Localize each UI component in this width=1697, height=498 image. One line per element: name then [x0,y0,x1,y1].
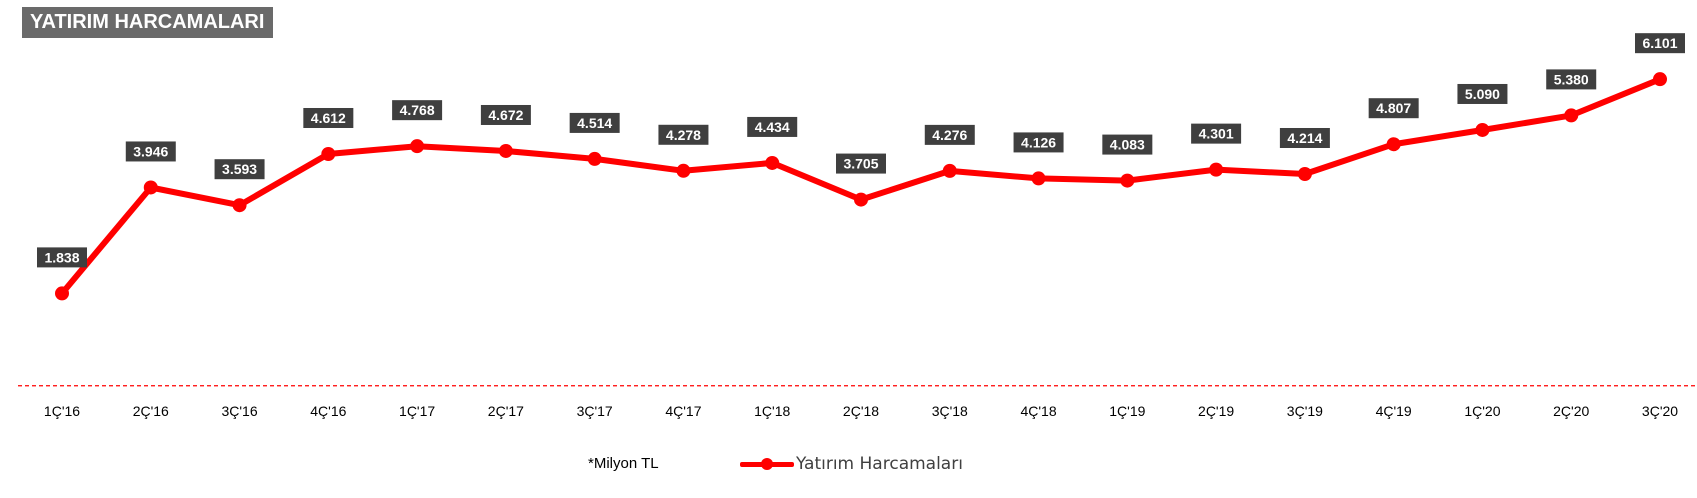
data-point-8 [765,155,780,170]
data-label-10: 4.276 [924,124,975,145]
data-label-8: 4.434 [747,116,798,137]
svg-text:4.301: 4.301 [1199,126,1234,142]
svg-text:4.807: 4.807 [1376,100,1411,116]
svg-text:4.612: 4.612 [311,110,346,126]
x-tick-label-15: 4Ç'19 [1376,403,1412,419]
legend: Yatırım Harcamaları [740,452,963,476]
x-tick-label-12: 1Ç'19 [1109,403,1145,419]
svg-text:4.083: 4.083 [1110,137,1145,153]
x-tick-label-6: 3Ç'17 [577,403,613,419]
data-label-3: 4.612 [303,107,354,128]
svg-text:3.705: 3.705 [843,156,878,172]
data-label-9: 3.705 [836,153,886,174]
data-point-11 [1031,171,1046,186]
data-label-7: 4.278 [658,124,709,145]
svg-text:4.672: 4.672 [488,107,523,123]
svg-text:4.214: 4.214 [1287,130,1322,146]
data-point-0 [55,286,69,301]
svg-text:1.838: 1.838 [44,249,79,265]
svg-text:3.946: 3.946 [133,143,168,159]
data-label-18: 6.101 [1635,33,1685,54]
x-axis-tick-labels: 1Ç'16 2Ç'16 3Ç'16 4Ç'16 1Ç'17 2Ç'17 3Ç'17 4Ç'17… [44,403,1678,419]
x-tick-label-7: 4Ç'17 [665,403,701,419]
data-point-14 [1297,166,1312,181]
data-point-4 [410,139,425,154]
data-point-16 [1475,122,1490,137]
data-label-11: 4.126 [1013,132,1064,153]
x-tick-label-18: 3Ç'20 [1642,403,1678,419]
data-label-4: 4.768 [392,100,443,121]
data-point-5 [498,143,513,158]
chart-title: YATIRIM HARCAMALARI [22,7,274,38]
x-tick-label-13: 2Ç'19 [1198,403,1234,419]
x-tick-label-14: 3Ç'19 [1287,403,1323,419]
svg-text:6.101: 6.101 [1642,35,1677,51]
x-tick-label-11: 4Ç'18 [1020,403,1056,419]
legend-swatch-line-icon [740,452,794,476]
x-tick-label-5: 2Ç'17 [488,403,524,419]
data-label-17: 5.380 [1546,69,1597,90]
data-point-7 [676,163,691,178]
svg-text:4.276: 4.276 [932,127,967,143]
x-tick-label-4: 1Ç'17 [399,403,435,419]
data-point-1 [143,180,158,195]
svg-text:5.090: 5.090 [1465,86,1500,102]
x-tick-label-10: 3Ç'18 [932,403,968,419]
data-label-14: 4.214 [1279,127,1330,148]
svg-text:3.593: 3.593 [222,161,257,177]
data-point-12 [1120,173,1135,188]
data-point-15 [1386,137,1401,152]
data-label-16: 5.090 [1457,83,1508,104]
x-tick-label-9: 2Ç'18 [843,403,879,419]
legend-label: Yatırım Harcamaları [796,454,963,474]
data-label-5: 4.672 [480,104,531,125]
data-points [55,72,1667,301]
data-label-1: 3.946 [125,141,176,162]
x-tick-label-17: 2Ç'20 [1553,403,1589,419]
data-label-0: 1.838 [37,247,87,268]
x-tick-label-16: 1Ç'20 [1464,403,1500,419]
x-tick-label-2: 3Ç'16 [221,403,257,419]
data-labels: 1.838 3.946 3.593 4.612 4.768 4.672 4.514 4.278… [37,33,1685,268]
svg-text:4.514: 4.514 [577,115,612,131]
data-point-18 [1653,72,1667,87]
data-point-13 [1209,162,1224,177]
data-point-6 [587,151,602,166]
data-label-6: 4.514 [569,112,620,133]
data-point-17 [1564,108,1579,123]
x-tick-label-1: 2Ç'16 [133,403,169,419]
svg-text:4.278: 4.278 [666,127,701,143]
data-label-15: 4.807 [1368,98,1419,119]
svg-text:5.380: 5.380 [1554,71,1589,87]
unit-note: *Milyon TL [588,455,659,472]
data-point-10 [942,163,957,178]
svg-text:4.434: 4.434 [755,119,790,135]
svg-text:4.126: 4.126 [1021,134,1056,150]
series-line-yatirim-harcamalari [59,76,1663,297]
svg-text:4.768: 4.768 [400,102,435,118]
data-point-2 [232,198,247,213]
data-label-12: 4.083 [1102,134,1153,155]
data-label-13: 4.301 [1191,123,1242,144]
data-label-2: 3.593 [214,159,265,180]
data-point-9 [854,192,868,207]
x-tick-label-0: 1Ç'16 [44,403,80,419]
data-point-3 [321,146,336,161]
x-tick-label-8: 1Ç'18 [754,403,790,419]
x-tick-label-3: 4Ç'16 [310,403,346,419]
